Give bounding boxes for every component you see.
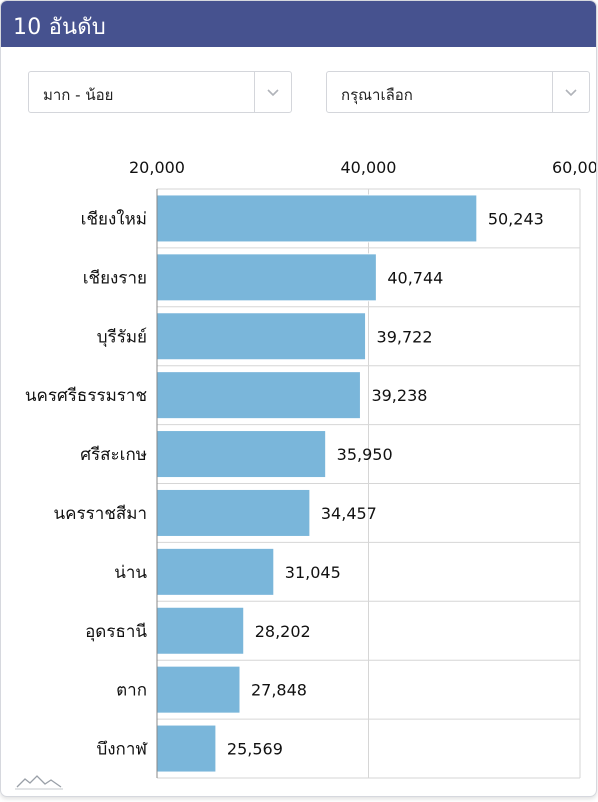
data-label: 39,238: [371, 386, 427, 405]
bar: [156, 430, 327, 479]
filter-value: กรุณาเลือก: [341, 86, 413, 104]
sort-order-select[interactable]: มาก - น้อย: [28, 71, 292, 113]
bar: [156, 488, 311, 537]
bar: [156, 606, 245, 655]
category-label: อุดรธานี: [85, 622, 147, 642]
chevron-down-icon: [267, 89, 279, 97]
data-label: 28,202: [255, 622, 311, 641]
bar: [156, 724, 217, 773]
sort-order-value: มาก - น้อย: [43, 86, 114, 104]
category-label: ศรีสะเกษ: [80, 445, 147, 465]
bar: [156, 312, 367, 361]
x-tick-label: 20,000: [129, 158, 185, 177]
category-label: น่าน: [114, 563, 147, 583]
data-label: 39,722: [377, 327, 433, 346]
bar: [156, 665, 241, 714]
card-title: 10 อันดับ: [13, 15, 106, 40]
data-label: 25,569: [227, 740, 283, 759]
data-label: 27,848: [251, 681, 307, 700]
bar: [156, 253, 377, 302]
data-label: 35,950: [337, 445, 393, 464]
bar: [156, 194, 478, 243]
data-label: 40,744: [387, 268, 443, 287]
category-label: ตาก: [116, 681, 147, 701]
x-tick-label: 40,000: [341, 158, 397, 177]
mountain-logo-icon: [15, 775, 63, 790]
data-label: 31,045: [285, 563, 341, 582]
bar: [156, 547, 275, 596]
bar: [156, 371, 361, 420]
bar-chart: 20,000 40,000 60,00 50,243 เชียงใหม่ 40,744 เช…: [25, 158, 597, 779]
category-label: บึงกาฬ: [96, 740, 148, 760]
x-tick-label: 60,00: [552, 158, 597, 177]
select-divider: [254, 72, 255, 112]
filter-select[interactable]: กรุณาเลือก: [326, 71, 590, 113]
data-label: 34,457: [321, 504, 377, 523]
chevron-down-icon: [565, 89, 577, 97]
category-label: นครราชสีมา: [54, 504, 147, 524]
category-label: บุรีรัมย์: [97, 327, 147, 347]
card-header: 10 อันดับ: [1, 1, 596, 47]
data-label: 50,243: [488, 209, 544, 228]
category-label: เชียงใหม่: [81, 208, 147, 229]
select-divider: [552, 72, 553, 112]
category-label: นครศรีธรรมราช: [25, 386, 147, 406]
category-label: เชียงราย: [83, 268, 147, 288]
